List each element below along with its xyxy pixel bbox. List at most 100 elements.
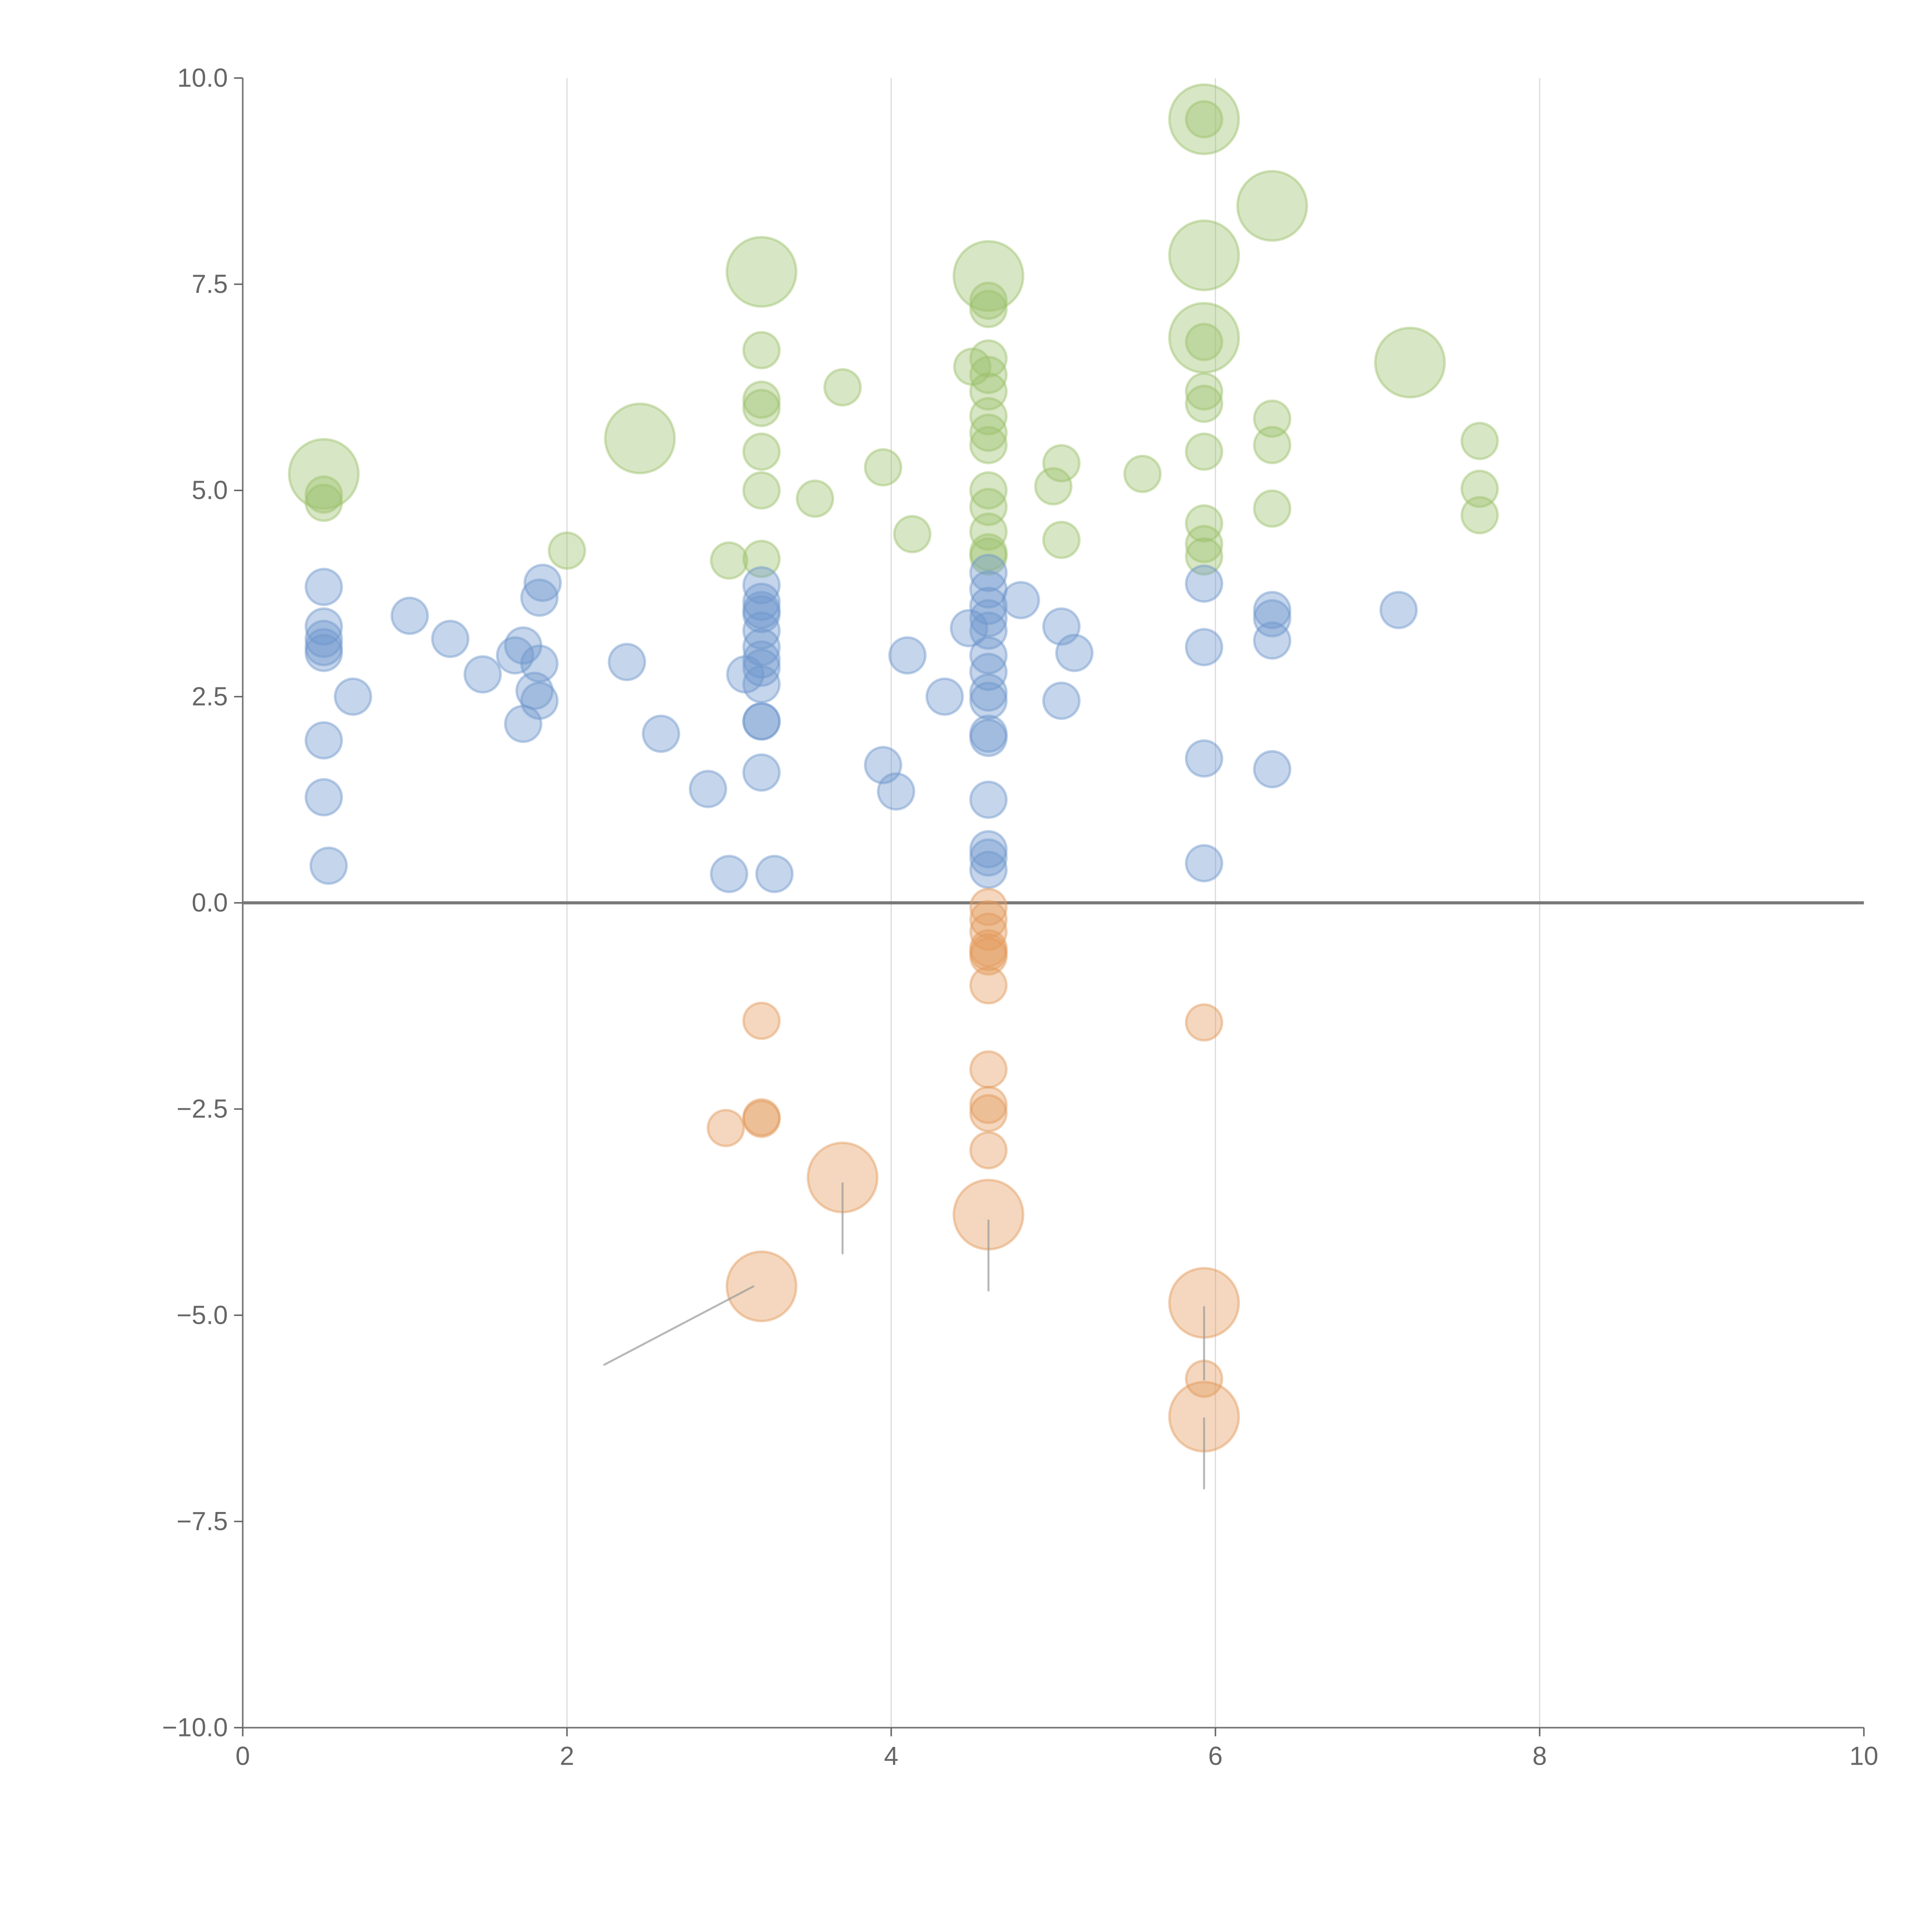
point-orange [969, 888, 1008, 926]
point-blue [309, 846, 348, 885]
point-blue [1185, 564, 1223, 603]
point-green [1185, 432, 1223, 471]
point-green [823, 368, 862, 407]
point-green [1042, 444, 1081, 483]
point-blue [742, 628, 781, 667]
point-green [969, 533, 1008, 572]
point-blue [726, 655, 765, 694]
point-green [969, 339, 1008, 378]
point-blue [969, 587, 1008, 625]
y-tick-label: 2.5 [192, 682, 228, 711]
point-orange [742, 1002, 781, 1040]
point-blue [969, 781, 1008, 819]
point-orange [969, 937, 1008, 976]
point-blue [969, 714, 1008, 753]
point-orange [969, 1085, 1008, 1124]
point-blue [969, 681, 1008, 720]
point-blue [969, 830, 1008, 869]
x-tick-label: 4 [884, 1742, 898, 1770]
point-blue [523, 563, 562, 602]
x-tick-label: 0 [235, 1742, 250, 1770]
point-green [864, 448, 903, 487]
point-blue [496, 636, 534, 675]
point-blue [742, 640, 781, 679]
y-tick-label: 5.0 [192, 476, 228, 505]
point-green [969, 537, 1008, 576]
point-blue [689, 770, 727, 808]
point-green [1185, 100, 1223, 139]
point-blue [304, 619, 343, 658]
point-green [1185, 504, 1223, 543]
point-blue [641, 714, 680, 753]
point-orange [969, 966, 1008, 1005]
point-blue [1185, 628, 1223, 667]
point-blue [742, 648, 781, 687]
point-green [952, 240, 1025, 312]
point-orange [725, 1250, 798, 1323]
point-orange [969, 929, 1008, 968]
y-tick-label: 0.0 [192, 888, 228, 917]
point-green [742, 389, 781, 427]
point-green [1185, 525, 1223, 563]
point-orange [969, 933, 1008, 972]
point-blue [969, 570, 1008, 609]
point-green [1460, 422, 1499, 460]
point-blue [969, 838, 1008, 877]
point-blue [607, 643, 646, 681]
y-tick-label: −7.5 [177, 1507, 228, 1536]
x-tick-label: 2 [560, 1742, 574, 1770]
y-tick-label: 7.5 [192, 270, 228, 299]
point-blue [1185, 844, 1223, 883]
point-green [969, 372, 1008, 411]
point-orange [742, 1100, 781, 1138]
point-blue [1253, 591, 1292, 629]
point-green [1042, 520, 1081, 559]
point-blue [742, 566, 781, 605]
annotation-leaders [603, 1182, 1205, 1490]
point-blue [1379, 591, 1418, 629]
point-blue [304, 721, 343, 760]
point-green [1253, 399, 1292, 438]
point-blue [304, 607, 343, 646]
y-axis-ticks: 10.0 7.5 5.0 2.5 0.0 −2.5 −5.0 −7.5 −10.0 [162, 63, 243, 1742]
point-blue [1253, 599, 1292, 638]
point-blue [304, 568, 343, 606]
point-orange [969, 1094, 1008, 1133]
point-blue [742, 702, 781, 741]
point-blue [520, 681, 559, 720]
point-blue [864, 746, 903, 784]
point-orange [742, 1098, 781, 1137]
point-green [1123, 454, 1162, 493]
point-green [604, 402, 676, 474]
point-blue [504, 704, 543, 743]
point-orange [969, 900, 1008, 939]
point-orange [706, 1109, 745, 1147]
point-blue [742, 595, 781, 634]
point-green [288, 438, 360, 510]
point-green [1168, 83, 1240, 155]
point-green [969, 471, 1008, 510]
point-blue [1185, 739, 1223, 778]
point-blue [520, 644, 559, 683]
point-green [548, 531, 586, 570]
point-green [742, 331, 781, 370]
point-blue [1042, 681, 1081, 720]
point-blue [969, 636, 1008, 675]
point-blue [742, 665, 781, 704]
point-green [1168, 219, 1240, 291]
point-green [1185, 372, 1223, 411]
point-green [953, 347, 992, 386]
point-blue [877, 772, 915, 811]
data-points [288, 83, 1499, 1453]
point-blue [504, 626, 543, 665]
point-blue [1002, 581, 1040, 619]
point-green [725, 236, 798, 308]
axes [242, 78, 1864, 1729]
point-green [969, 512, 1008, 551]
point-blue [969, 850, 1008, 889]
point-blue [333, 677, 372, 716]
point-orange [1185, 1003, 1223, 1042]
point-blue [925, 677, 964, 716]
point-green [969, 426, 1008, 464]
point-blue [950, 609, 988, 648]
